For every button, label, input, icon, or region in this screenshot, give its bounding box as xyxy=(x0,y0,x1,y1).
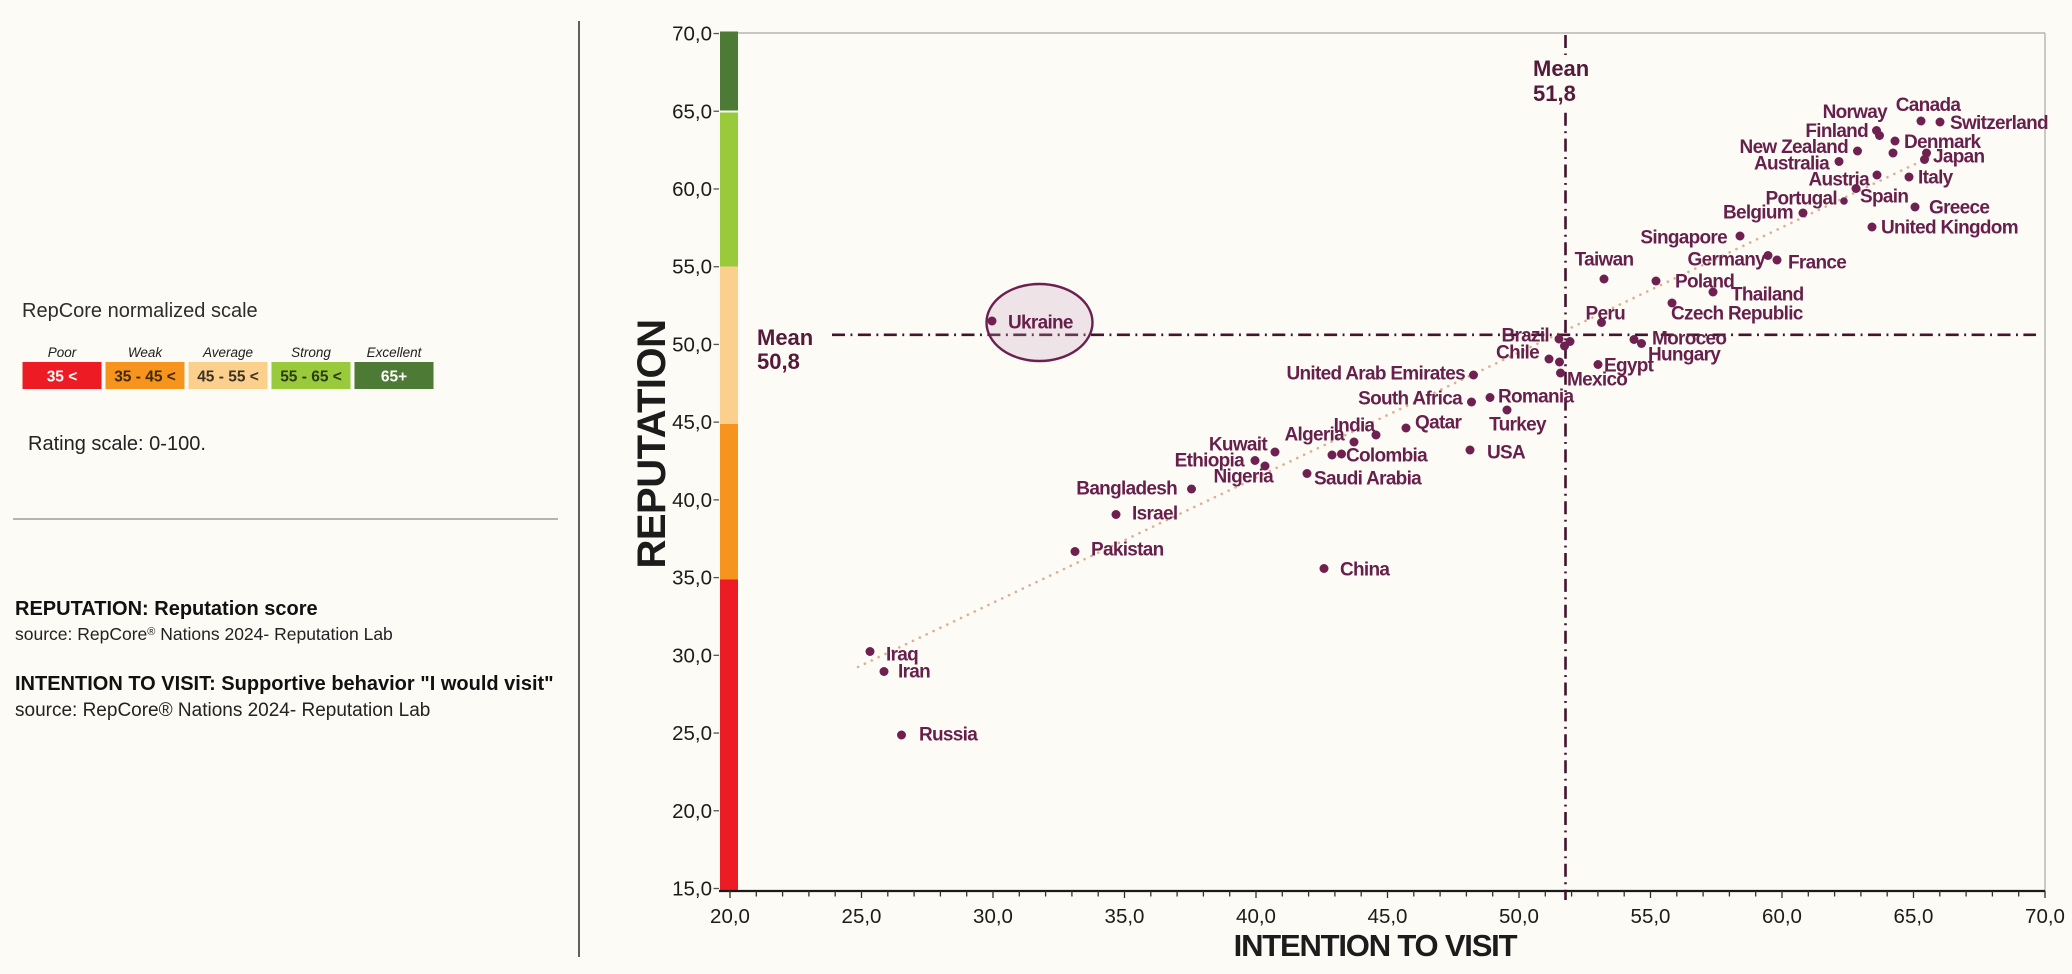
svg-text:New Zealand: New Zealand xyxy=(1740,137,1849,158)
svg-text:45,0: 45,0 xyxy=(672,411,712,434)
svg-text:20,0: 20,0 xyxy=(672,800,712,823)
svg-text:Qatar: Qatar xyxy=(1415,412,1462,433)
svg-text:Switzerland: Switzerland xyxy=(1950,113,2048,134)
svg-text:Iraq: Iraq xyxy=(886,644,918,665)
svg-text:Colombia: Colombia xyxy=(1346,445,1428,466)
svg-text:Bangladesh: Bangladesh xyxy=(1076,478,1177,499)
svg-text:Turkey: Turkey xyxy=(1489,414,1547,435)
svg-text:Austria: Austria xyxy=(1808,170,1870,191)
svg-text:Average: Average xyxy=(202,345,253,360)
svg-text:30,0: 30,0 xyxy=(973,905,1013,928)
svg-text:Rating scale: 0-100.: Rating scale: 0-100. xyxy=(28,433,206,455)
svg-text:Brazil: Brazil xyxy=(1501,325,1549,346)
svg-text:Canada: Canada xyxy=(1896,95,1962,116)
svg-text:Thailand: Thailand xyxy=(1731,284,1804,305)
svg-text:25,0: 25,0 xyxy=(842,905,882,928)
svg-text:Romania: Romania xyxy=(1498,386,1574,407)
svg-text:Greece: Greece xyxy=(1929,198,1989,219)
svg-text:35,0: 35,0 xyxy=(672,567,712,590)
svg-text:Weak: Weak xyxy=(128,345,164,360)
svg-text:Pakistan: Pakistan xyxy=(1091,539,1164,560)
svg-text:Poland: Poland xyxy=(1675,272,1734,293)
svg-text:65+: 65+ xyxy=(381,369,407,386)
svg-text:REPUTATION: Reputation score: REPUTATION: Reputation score xyxy=(15,598,318,620)
svg-text:35 <: 35 < xyxy=(47,369,78,386)
svg-text:Saudi Arabia: Saudi Arabia xyxy=(1314,468,1422,489)
svg-text:INTENTION TO VISIT: INTENTION TO VISIT xyxy=(1234,928,1518,963)
svg-text:RepCore normalized scale: RepCore normalized scale xyxy=(22,300,258,322)
svg-text:source: RepCore® Nations 2024-: source: RepCore® Nations 2024- Reputatio… xyxy=(15,700,430,721)
svg-text:Egypt: Egypt xyxy=(1604,355,1655,376)
svg-text:Chile: Chile xyxy=(1496,342,1539,363)
svg-text:35 - 45 <: 35 - 45 < xyxy=(114,369,176,386)
svg-text:Algeria: Algeria xyxy=(1284,424,1345,445)
svg-text:Moroceo: Moroceo xyxy=(1652,328,1726,349)
svg-text:15,0: 15,0 xyxy=(672,878,712,901)
svg-text:Hungary: Hungary xyxy=(1648,344,1721,365)
svg-text:35,0: 35,0 xyxy=(1105,905,1145,928)
svg-text:Strong: Strong xyxy=(291,345,331,360)
svg-text:Italy: Italy xyxy=(1918,168,1954,189)
svg-text:Singapore: Singapore xyxy=(1640,227,1727,248)
svg-text:United Arab Emirates: United Arab Emirates xyxy=(1286,363,1465,384)
svg-text:45 - 55 <: 45 - 55 < xyxy=(197,369,259,386)
svg-text:INTENTION TO VISIT: Supportive: INTENTION TO VISIT: Supportive behavior … xyxy=(15,673,554,695)
svg-text:Kuwait: Kuwait xyxy=(1209,434,1268,455)
svg-text:United Kingdom: United Kingdom xyxy=(1881,218,2018,239)
svg-text:Excellent: Excellent xyxy=(367,345,423,360)
svg-text:55,0: 55,0 xyxy=(672,256,712,279)
svg-text:Mexico: Mexico xyxy=(1567,369,1627,390)
svg-text:Mean: Mean xyxy=(1533,56,1589,81)
svg-text:Norway: Norway xyxy=(1823,102,1889,123)
svg-text:51,8: 51,8 xyxy=(1533,81,1576,106)
svg-text:55 - 65 <: 55 - 65 < xyxy=(280,369,342,386)
svg-text:Nigeria: Nigeria xyxy=(1213,466,1274,487)
svg-text:Poor: Poor xyxy=(48,345,77,360)
svg-text:50,0: 50,0 xyxy=(672,333,712,356)
svg-text:Australia: Australia xyxy=(1754,154,1830,175)
svg-text:Mean: Mean xyxy=(757,325,813,350)
svg-text:Finland: Finland xyxy=(1805,121,1868,142)
svg-text:40,0: 40,0 xyxy=(672,489,712,512)
svg-text:Russia: Russia xyxy=(919,724,978,745)
svg-text:Japan: Japan xyxy=(1933,147,1985,168)
svg-text:REPUTATION: REPUTATION xyxy=(630,319,674,568)
svg-text:60,0: 60,0 xyxy=(672,178,712,201)
svg-text:Portugal: Portugal xyxy=(1766,189,1837,210)
svg-text:Iran: Iran xyxy=(898,661,930,682)
svg-text:Germany: Germany xyxy=(1688,249,1767,270)
svg-text:70,0: 70,0 xyxy=(672,23,712,46)
svg-text:55,0: 55,0 xyxy=(1631,905,1671,928)
svg-text:50,0: 50,0 xyxy=(1499,905,1539,928)
svg-text:France: France xyxy=(1788,252,1846,273)
svg-text:60,0: 60,0 xyxy=(1762,905,1802,928)
svg-text:South Africa: South Africa xyxy=(1358,388,1463,409)
svg-text:Ukraine: Ukraine xyxy=(1008,312,1073,333)
svg-text:Czech Republic: Czech Republic xyxy=(1671,303,1804,324)
svg-text:source: RepCore® Nations 2024-: source: RepCore® Nations 2024- Reputatio… xyxy=(15,624,393,644)
svg-text:65,0: 65,0 xyxy=(1894,905,1934,928)
svg-text:USA: USA xyxy=(1487,442,1526,463)
svg-text:Ethiopia: Ethiopia xyxy=(1175,450,1245,471)
svg-text:50,8: 50,8 xyxy=(757,349,800,374)
svg-text:China: China xyxy=(1340,559,1390,580)
svg-text:70,0: 70,0 xyxy=(2025,905,2065,928)
svg-text:20,0: 20,0 xyxy=(710,905,750,928)
svg-text:Denmark: Denmark xyxy=(1904,132,1982,153)
svg-text:Taiwan: Taiwan xyxy=(1575,250,1634,271)
svg-text:Belgium: Belgium xyxy=(1723,203,1793,224)
svg-text:Spain: Spain xyxy=(1860,187,1908,208)
svg-text:Israel: Israel xyxy=(1132,503,1177,524)
svg-text:Peru: Peru xyxy=(1586,303,1626,324)
svg-text:40,0: 40,0 xyxy=(1236,905,1276,928)
svg-text:India: India xyxy=(1334,415,1376,436)
svg-text:25,0: 25,0 xyxy=(672,722,712,745)
svg-text:45,0: 45,0 xyxy=(1368,905,1408,928)
svg-text:30,0: 30,0 xyxy=(672,644,712,667)
svg-text:65,0: 65,0 xyxy=(672,100,712,123)
